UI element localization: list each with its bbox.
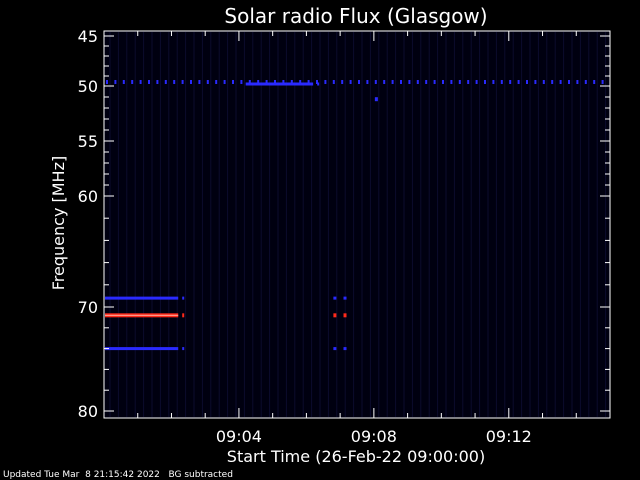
signal-dash — [164, 80, 167, 84]
signal-tick — [182, 347, 185, 351]
x-tick-label: 09:08 — [351, 427, 397, 446]
signal-dash — [257, 80, 260, 84]
signal-dash — [593, 80, 596, 84]
signal-dash — [416, 80, 419, 84]
signal-dash — [198, 80, 201, 84]
signal-dash — [517, 80, 520, 84]
signal-dash — [324, 80, 327, 84]
plot-area — [104, 31, 610, 418]
signal-dash — [425, 80, 428, 84]
signal-dash — [190, 80, 192, 84]
footer-note: Updated Tue Mar 8 21:15:42 2022 BG subtr… — [3, 470, 233, 480]
signal-dash — [148, 80, 150, 84]
signal-dash — [551, 80, 554, 84]
signal-dash — [568, 80, 570, 84]
signal-dot — [333, 296, 337, 300]
chart-title: Solar radio Flux (Glasgow) — [224, 4, 487, 28]
signal-dash — [131, 80, 134, 84]
signal-dash — [391, 80, 394, 84]
signal-dash — [450, 80, 453, 84]
signal-dash — [290, 80, 293, 84]
signal-dash — [458, 80, 461, 84]
signal-dash — [509, 80, 512, 84]
signal-band-core — [105, 314, 179, 316]
x-axis-label: Start Time (26-Feb-22 09:00:00) — [227, 447, 485, 466]
signal-dash — [484, 80, 486, 84]
signal-dash — [526, 80, 528, 84]
signal-tick — [317, 82, 320, 86]
signal-dash — [601, 80, 604, 84]
y-tick-label: 50 — [78, 77, 98, 96]
signal-dash — [559, 80, 562, 84]
signal-dash — [232, 80, 234, 84]
signal-dash — [341, 80, 344, 84]
signal-dot — [343, 296, 347, 300]
signal-band — [245, 82, 314, 86]
signal-dash — [374, 80, 377, 84]
bg-note: BG subtracted — [168, 470, 233, 480]
signal-dash — [173, 80, 176, 84]
x-tick-label: 09:12 — [486, 427, 532, 446]
signal-blip — [374, 97, 378, 102]
signal-dash — [366, 80, 369, 84]
signal-dash — [181, 80, 184, 84]
y-tick-label: 60 — [78, 187, 98, 206]
signal-dash — [265, 80, 268, 84]
signal-dash — [122, 80, 125, 84]
signal-dash — [206, 80, 209, 84]
signal-dash — [492, 80, 495, 84]
signal-dash — [383, 80, 386, 84]
signal-dash — [408, 80, 411, 84]
signal-tick — [182, 313, 185, 318]
y-tick-label: 80 — [78, 402, 98, 421]
signal-dash — [400, 80, 402, 84]
signal-dash — [542, 80, 545, 84]
y-tick-label: 45 — [78, 27, 98, 46]
signal-dash — [500, 80, 503, 84]
signal-tick — [182, 296, 185, 300]
signal-dash — [282, 80, 285, 84]
signal-dash — [307, 80, 310, 84]
signal-dash — [442, 80, 444, 84]
y-axis: 45 50 55 60 70 80 — [78, 27, 610, 421]
spectrogram-features — [105, 32, 607, 417]
signal-dot — [343, 313, 347, 318]
signal-dash — [156, 80, 159, 84]
signal-dash — [467, 80, 470, 84]
signal-dot — [333, 313, 337, 318]
signal-dash — [349, 80, 352, 84]
signal-dash — [240, 80, 243, 84]
signal-dash — [274, 80, 276, 84]
signal-band — [105, 296, 179, 300]
signal-dash — [433, 80, 436, 84]
signal-dash — [223, 80, 226, 84]
signal-dash — [584, 80, 587, 84]
signal-dot — [333, 347, 337, 351]
signal-dash — [332, 80, 335, 84]
y-axis-label: Frequency [MHz] — [49, 156, 68, 290]
signal-dash — [139, 80, 142, 84]
plot-frame — [103, 30, 611, 419]
signal-dash — [106, 80, 108, 84]
y-tick-label: 55 — [78, 132, 98, 151]
signal-dash — [248, 80, 251, 84]
signal-dash — [215, 80, 218, 84]
y-tick-label: 70 — [78, 298, 98, 317]
signal-dash — [534, 80, 537, 84]
x-axis: 09:04 09:08 09:12 — [137, 31, 577, 446]
signal-dash — [299, 80, 302, 84]
signal-dash — [475, 80, 478, 84]
signal-dash — [358, 80, 360, 84]
signal-dot — [343, 347, 347, 351]
signal-band — [105, 347, 179, 351]
updated-timestamp: Updated Tue Mar 8 21:15:42 2022 — [3, 470, 160, 480]
signal-dash — [576, 80, 579, 84]
signal-dash — [316, 80, 318, 84]
x-tick-label: 09:04 — [216, 427, 262, 446]
signal-dash — [114, 80, 117, 84]
